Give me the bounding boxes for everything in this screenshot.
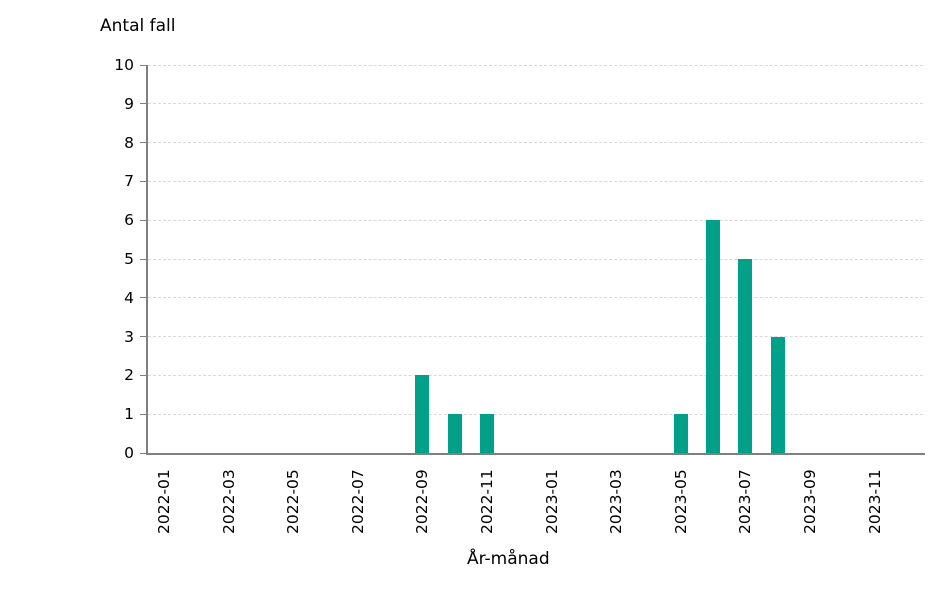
y-tick-label: 6 (124, 211, 134, 230)
y-tick-label: 0 (124, 444, 134, 462)
bar-2022-09 (415, 375, 430, 453)
x-tick-label: 2022-03 (219, 469, 238, 534)
x-tick-label: 2022-01 (155, 469, 174, 534)
y-tick (140, 219, 146, 221)
y-tick (140, 336, 146, 338)
y-tick (140, 413, 146, 415)
x-tick-label: 2023-05 (671, 469, 690, 534)
y-tick-label: 1 (124, 405, 134, 424)
bar-2022-11 (480, 414, 495, 453)
x-tick-label: 2022-07 (348, 469, 367, 534)
gridline (148, 413, 923, 415)
y-tick-label: 5 (124, 250, 134, 268)
y-tick (140, 180, 146, 182)
y-tick (140, 452, 146, 454)
y-tick-label: 8 (124, 133, 134, 152)
bar-2023-05 (673, 414, 688, 453)
plot-area: 0 1 2 3 4 5 6 7 8 9 10 2022-01 2022-03 2022-05 2022-07… (114, 56, 925, 534)
gridline (148, 142, 923, 144)
bar-2023-08 (770, 336, 785, 453)
x-tick-label: 2023-07 (736, 469, 755, 534)
x-tick-label: 2022-09 (413, 469, 432, 534)
gridline (148, 258, 923, 260)
x-tick-label: 2023-09 (800, 469, 819, 534)
y-tick-label: 9 (124, 94, 134, 113)
x-tick-label: 2023-01 (542, 469, 561, 534)
y-tick-label: 2 (124, 366, 134, 385)
y-tick (140, 374, 146, 376)
y-tick (140, 297, 146, 299)
x-tick-label: 2022-05 (284, 469, 303, 534)
x-axis-title: År-månad (467, 549, 550, 569)
gridline (148, 336, 923, 338)
gridline (148, 374, 923, 376)
x-tick-label: 2022-11 (478, 469, 497, 534)
y-tick (140, 64, 146, 66)
gridline (148, 64, 923, 66)
bar-2022-10 (447, 414, 462, 453)
gridline (148, 219, 923, 221)
x-tick-label: 2023-03 (607, 469, 626, 534)
gridline (148, 103, 923, 105)
y-axis-title: Antal fall (100, 16, 176, 36)
gridline (148, 180, 923, 182)
y-tick-label: 3 (124, 327, 134, 346)
y-tick-label: 7 (124, 172, 134, 191)
y-axis-line (146, 65, 148, 455)
y-tick-label: 4 (124, 288, 134, 307)
x-tick-label: 2023-11 (865, 469, 884, 534)
y-tick (140, 103, 146, 105)
x-axis-line (146, 453, 925, 455)
bar-2023-07 (738, 259, 753, 453)
bar-2023-06 (706, 220, 721, 453)
y-tick (140, 258, 146, 260)
y-tick (140, 142, 146, 144)
gridline (148, 297, 923, 299)
y-tick-label: 10 (114, 56, 134, 74)
